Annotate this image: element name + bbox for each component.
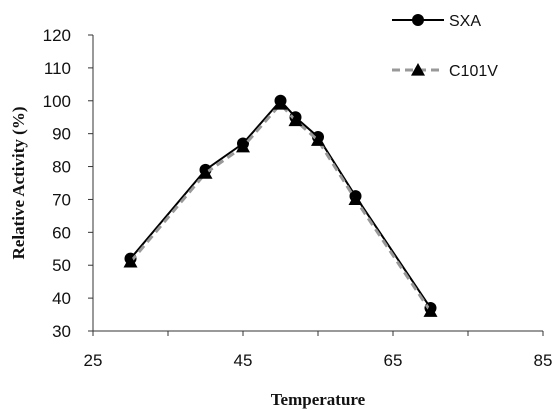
y-tick-label: 80 xyxy=(52,158,71,177)
y-tick-label: 120 xyxy=(43,26,71,45)
x-tick-label: 45 xyxy=(234,351,253,370)
legend-sxa-marker xyxy=(412,14,424,26)
legend-c101v-label: C101V xyxy=(449,63,498,80)
c101v-series-line xyxy=(131,104,431,311)
y-tick-label: 110 xyxy=(44,59,71,78)
series-layer xyxy=(124,95,438,317)
legend-sxa-label: SXA xyxy=(449,13,481,30)
legend: SXA C101V xyxy=(392,13,498,80)
y-tick-label: 40 xyxy=(52,289,71,308)
x-tick-label: 65 xyxy=(384,351,403,370)
y-tick-label: 100 xyxy=(43,92,71,111)
y-tick-label: 30 xyxy=(52,322,71,341)
y-tick-label: 60 xyxy=(52,223,71,242)
y-axis-title: Relative Activity (%) xyxy=(9,107,28,260)
sxa-series-line xyxy=(131,101,431,308)
x-tick-label: 85 xyxy=(534,351,553,370)
x-axis-title: Temperature xyxy=(271,390,366,409)
x-tick-label: 25 xyxy=(84,351,103,370)
y-tick-label: 50 xyxy=(52,256,71,275)
y-tick-label: 90 xyxy=(52,125,71,144)
y-tick-label: 70 xyxy=(52,190,71,209)
